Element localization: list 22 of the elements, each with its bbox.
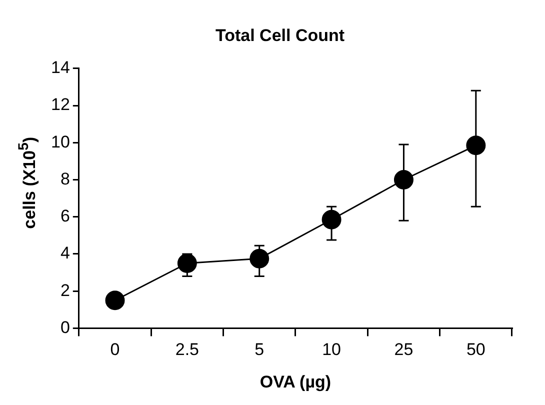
y-tick-label: 2 [60,280,70,300]
point [466,136,486,156]
x-tick-label: 25 [394,340,414,360]
x-tick-label: 50 [466,340,486,360]
point [250,248,270,268]
point [322,210,342,230]
point [394,170,414,190]
y-tick-label: 12 [50,95,70,114]
x-axis-title: OVA (µg) [260,372,332,392]
chart-title: Total Cell Count [215,26,345,45]
x-tick-label: 5 [254,340,264,360]
y-tick-label: 6 [60,206,70,226]
y-tick-label: 4 [60,244,70,263]
y-tick-label: 0 [60,318,70,337]
y-tick-label: 10 [50,132,70,152]
x-tick-label: 0 [110,340,120,360]
y-tick-label: 8 [60,169,70,188]
x-tick-label: 10 [322,340,342,360]
point [105,290,125,310]
y-tick-label: 14 [50,58,70,78]
x-tick-label: 2.5 [175,340,199,360]
point [177,254,197,273]
